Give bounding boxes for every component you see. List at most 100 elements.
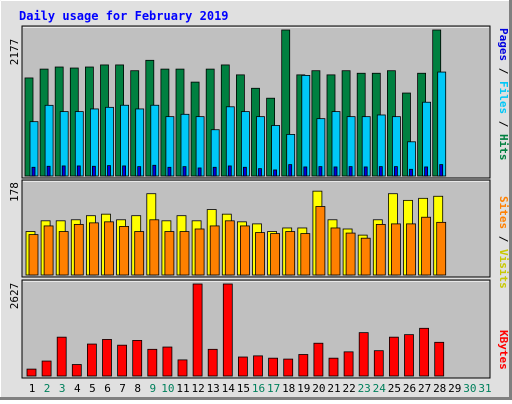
visits-panel-legend: Sites / Visits: [497, 196, 510, 289]
day-label-30: 30: [463, 382, 476, 395]
visits-sites-bar-day-10: [164, 231, 175, 276]
visits-sites-bar-day-21: [330, 227, 341, 276]
visits-sites-bar-day-22: [345, 232, 356, 276]
legend-hits: Hits: [497, 134, 510, 161]
hits-files-bar-day-27: [422, 101, 432, 177]
day-label-5: 5: [89, 382, 96, 395]
visits-panel-bars: [25, 190, 447, 276]
day-label-1: 1: [29, 382, 36, 395]
hits-pages-bar-day-28: [439, 164, 444, 177]
hits-pages-bar-day-5: [92, 165, 96, 177]
day-label-18: 18: [282, 382, 295, 395]
day-label-17: 17: [267, 382, 280, 395]
kbytes-kbytes-bar-day-24: [373, 350, 384, 377]
hits-hits-bar-day-13: [205, 68, 215, 177]
day-label-14: 14: [222, 382, 236, 395]
hits-pages-bar-day-25: [393, 166, 398, 177]
hits-ymax-label: 2177: [8, 39, 21, 66]
legend-sep-2: /: [497, 114, 510, 134]
hits-pages-bar-day-23: [363, 166, 368, 177]
kbytes-kbytes-bar-day-17: [268, 357, 279, 377]
visits-sites-bar-day-6: [104, 221, 114, 276]
kbytes-kbytes-bar-day-20: [313, 342, 324, 377]
hits-pages-bar-day-22: [348, 166, 353, 177]
hits-pages-bar-day-8: [137, 166, 142, 177]
hits-files-bar-day-7: [120, 104, 129, 177]
kbytes-kbytes-bar-day-16: [253, 355, 263, 377]
visits-sites-bar-day-25: [390, 223, 401, 276]
day-label-23: 23: [358, 382, 371, 395]
hits-pages-bar-day-20: [318, 166, 323, 177]
day-label-10: 10: [161, 382, 174, 395]
legend-visits: Visits: [497, 249, 510, 289]
day-label-12: 12: [191, 382, 204, 395]
hits-panel-legend: Pages / Files / Hits: [497, 28, 510, 161]
visits-sites-bar-day-19: [300, 233, 311, 276]
day-label-11: 11: [176, 382, 189, 395]
visits-sites-bar-day-23: [360, 237, 371, 276]
hits-pages-bar-day-10: [167, 166, 172, 177]
day-label-27: 27: [418, 382, 431, 395]
visits-sites-bar-day-28: [436, 221, 447, 276]
day-label-15: 15: [237, 382, 250, 395]
hits-files-bar-day-19: [301, 75, 311, 177]
hits-pages-bar-day-18: [288, 164, 293, 177]
hits-pages-bar-day-26: [409, 168, 413, 177]
kbytes-kbytes-bar-day-7: [117, 344, 127, 377]
day-label-28: 28: [433, 382, 446, 395]
hits-pages-bar-day-9: [152, 164, 157, 177]
kbytes-kbytes-bar-day-21: [328, 357, 339, 377]
day-label-16: 16: [252, 382, 265, 395]
hits-files-bar-day-28: [437, 71, 447, 177]
hits-pages-bar-day-1: [31, 166, 36, 177]
hits-files-bar-day-21: [331, 111, 341, 177]
visits-sites-bar-day-16: [255, 232, 265, 276]
day-label-13: 13: [207, 382, 220, 395]
legend-files: Files: [497, 81, 510, 114]
visits-sites-bar-day-11: [179, 231, 190, 276]
legend-kbytes: KBytes: [497, 330, 510, 370]
day-label-31: 31: [478, 382, 491, 395]
hits-pages-bar-day-2: [46, 165, 51, 177]
kbytes-kbytes-bar-day-6: [102, 339, 112, 377]
kbytes-kbytes-bar-day-23: [358, 332, 369, 377]
day-label-21: 21: [327, 382, 340, 395]
legend-sites: Sites: [497, 196, 510, 229]
kbytes-kbytes-bar-day-9: [147, 348, 158, 377]
visits-sites-bar-day-17: [270, 233, 281, 276]
hits-pages-bar-day-7: [122, 165, 126, 177]
hits-pages-bar-day-3: [61, 165, 66, 177]
kbytes-kbytes-bar-day-14: [222, 283, 233, 377]
visits-sites-bar-day-13: [209, 225, 220, 276]
hits-panel-bars: [24, 29, 447, 177]
day-label-7: 7: [119, 382, 126, 395]
hits-pages-bar-day-12: [197, 167, 202, 177]
visits-sites-bar-day-12: [194, 228, 205, 276]
day-label-19: 19: [297, 382, 310, 395]
visits-sites-bar-day-15: [239, 225, 250, 276]
kbytes-kbytes-bar-day-11: [177, 359, 188, 377]
chart-title: Daily usage for February 2019: [19, 9, 229, 23]
hits-pages-bar-day-4: [76, 165, 81, 177]
kbytes-kbytes-bar-day-5: [87, 343, 97, 377]
panel-bevels: [23, 27, 489, 282]
hits-pages-bar-day-6: [107, 165, 111, 177]
visits-sites-bar-day-24: [375, 223, 386, 276]
day-label-26: 26: [403, 382, 416, 395]
kbytes-panel-bars: [26, 283, 445, 377]
kbytes-ymax-label: 2627: [8, 283, 21, 310]
kbytes-kbytes-bar-day-27: [419, 327, 430, 377]
visits-sites-bar-day-2: [43, 225, 54, 276]
hits-files-bar-day-8: [135, 108, 145, 177]
visits-sites-bar-day-5: [89, 222, 99, 276]
kbytes-kbytes-bar-day-28: [434, 341, 445, 377]
kbytes-kbytes-bar-day-18: [283, 358, 294, 377]
day-label-6: 6: [104, 382, 111, 395]
hits-pages-bar-day-13: [212, 166, 217, 177]
day-label-25: 25: [388, 382, 401, 395]
visits-sites-bar-day-8: [134, 231, 145, 276]
day-label-24: 24: [373, 382, 387, 395]
day-label-29: 29: [448, 382, 461, 395]
kbytes-kbytes-bar-day-26: [404, 334, 414, 377]
